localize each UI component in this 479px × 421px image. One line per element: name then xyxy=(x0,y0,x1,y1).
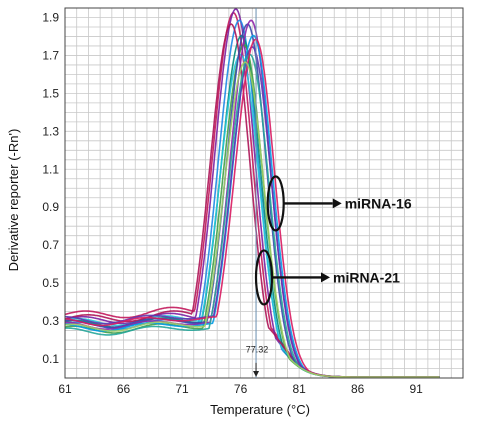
x-axis-title: Temperature (°C) xyxy=(210,402,310,417)
x-tick-label: 71 xyxy=(175,382,189,396)
x-tick-label: 91 xyxy=(409,382,423,396)
plot-border xyxy=(64,7,464,379)
annotation-label-1: miRNA-16 xyxy=(345,195,412,211)
x-tick-label: 66 xyxy=(117,382,131,396)
y-tick-label: 1.5 xyxy=(42,86,59,100)
axis-ticks: 61 66 71 76 81 86 91 0.1 0.3 0.5 0.7 0.9 1.1 1.3 1.5 1.… xyxy=(42,10,423,396)
y-axis-title: Derivative reporter (-Rn') xyxy=(6,129,21,272)
x-tick-label: 81 xyxy=(292,382,306,396)
annotation-arrowhead-1 xyxy=(332,198,342,209)
y-tick-label: 0.5 xyxy=(42,276,59,290)
marker-arrowhead xyxy=(253,371,260,377)
annotation-label-2: miRNA-21 xyxy=(333,269,400,285)
annotations: miRNA-16 miRNA-21 xyxy=(254,175,412,306)
y-tick-label: 0.9 xyxy=(42,200,59,214)
x-tick-label: 61 xyxy=(58,382,72,396)
x-tick-label: 86 xyxy=(351,382,365,396)
y-tick-label: 1.7 xyxy=(42,48,59,62)
marker-label: 77.32 xyxy=(246,344,269,354)
y-tick-label: 1.3 xyxy=(42,124,59,138)
temperature-marker: 77.32 xyxy=(246,8,269,378)
x-tick-label: 76 xyxy=(234,382,248,396)
y-tick-label: 0.1 xyxy=(42,352,59,366)
y-tick-label: 0.3 xyxy=(42,314,59,328)
y-tick-label: 1.9 xyxy=(42,10,59,24)
y-tick-label: 0.7 xyxy=(42,238,59,252)
melt-curve-14 xyxy=(64,61,440,378)
annotation-arrowhead-2 xyxy=(321,272,330,283)
plot-frame xyxy=(64,7,464,379)
y-tick-label: 1.1 xyxy=(42,162,59,176)
curves-group xyxy=(64,7,440,378)
